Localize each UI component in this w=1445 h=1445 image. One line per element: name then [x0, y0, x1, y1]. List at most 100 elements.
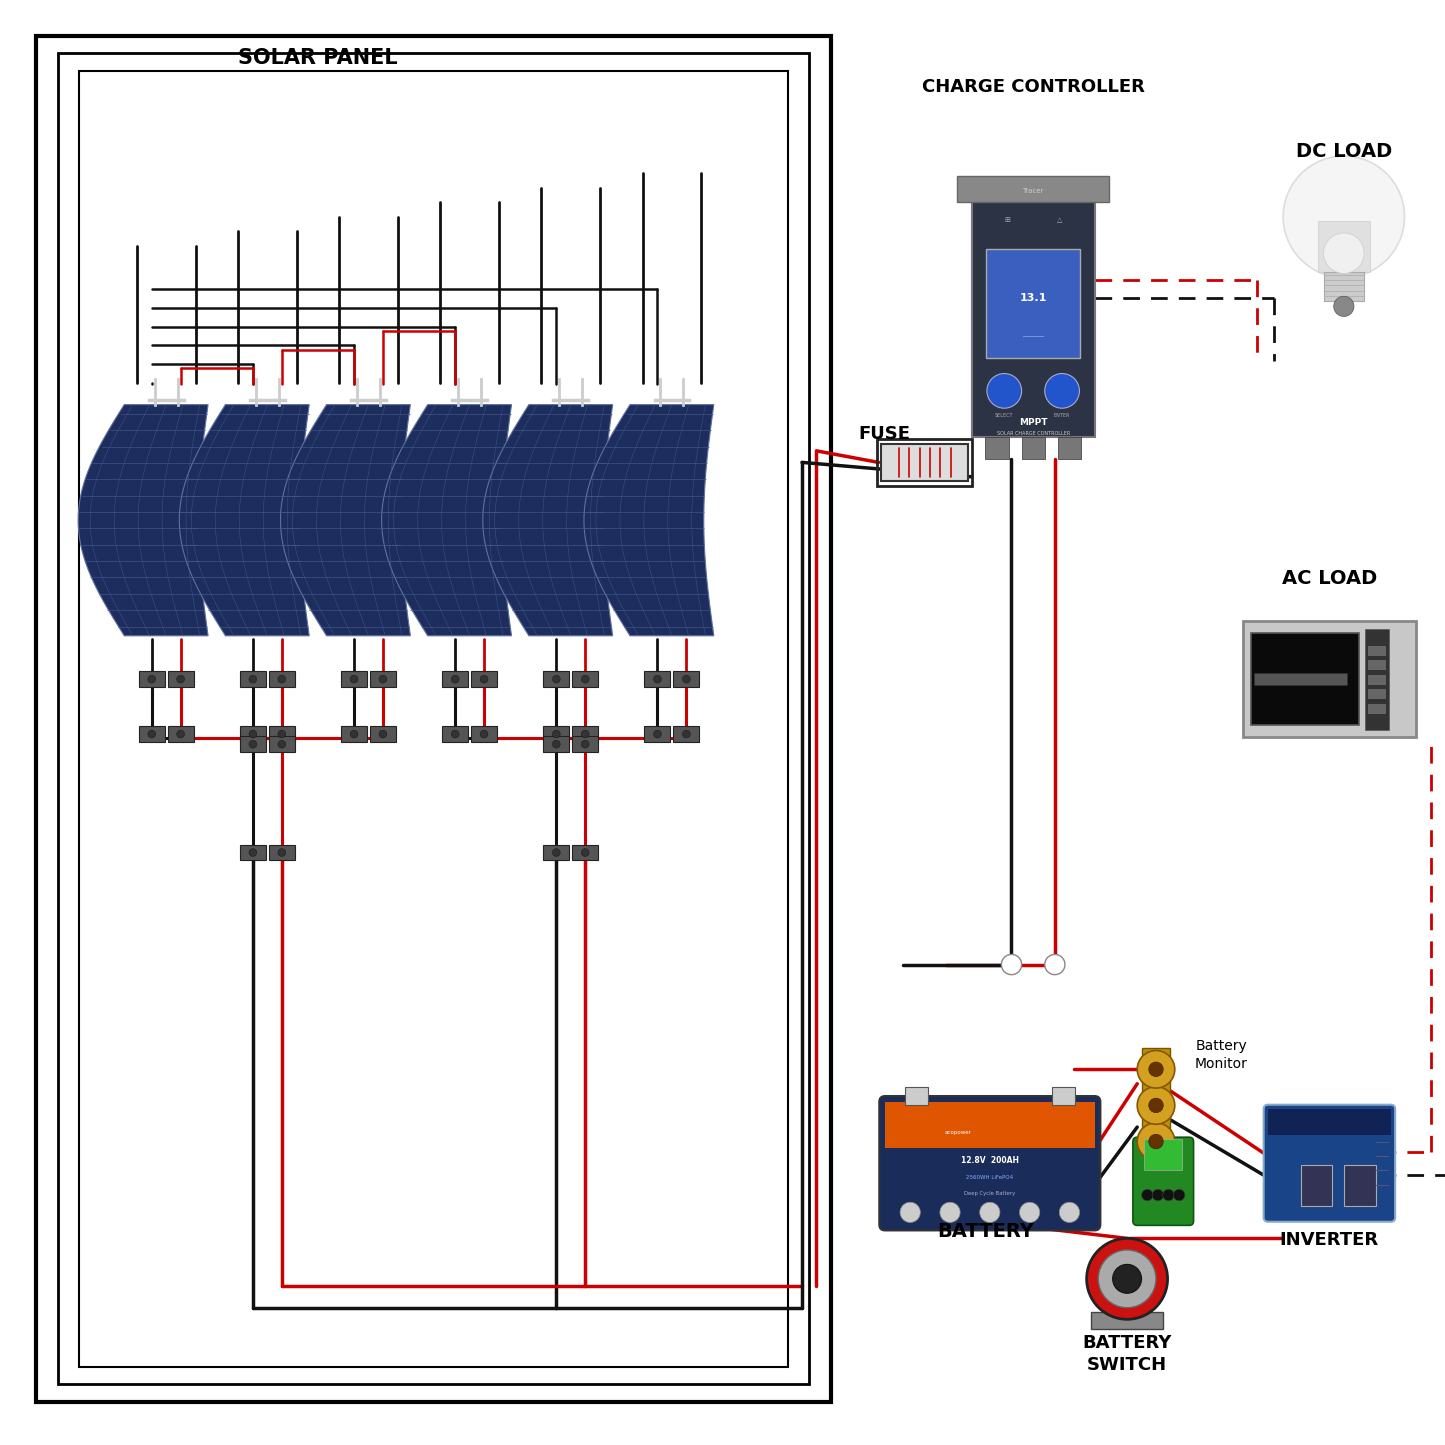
Circle shape [1149, 1062, 1163, 1077]
Text: SELECT: SELECT [996, 413, 1013, 418]
FancyBboxPatch shape [1133, 1137, 1194, 1225]
Circle shape [350, 730, 358, 738]
Bar [442, 727, 468, 741]
Bar [1022, 436, 1045, 460]
Circle shape [552, 740, 561, 749]
Bar [644, 727, 670, 741]
Bar [1364, 629, 1389, 730]
Bar [1058, 436, 1081, 460]
Circle shape [1113, 1264, 1142, 1293]
Polygon shape [584, 405, 714, 636]
Bar [1367, 704, 1386, 714]
Circle shape [1059, 1202, 1079, 1222]
Circle shape [581, 675, 590, 683]
Bar [985, 249, 1081, 357]
Circle shape [249, 675, 257, 683]
Bar [543, 672, 569, 686]
Circle shape [581, 848, 590, 857]
Circle shape [1149, 1134, 1163, 1149]
Bar [1324, 272, 1364, 301]
Circle shape [581, 740, 590, 749]
Bar [905, 1087, 928, 1105]
Circle shape [1173, 1189, 1185, 1201]
Bar [877, 439, 972, 486]
Bar [957, 175, 1110, 201]
Bar [168, 672, 194, 686]
Circle shape [249, 730, 257, 738]
Circle shape [379, 675, 387, 683]
Bar [1243, 621, 1416, 737]
Circle shape [581, 730, 590, 738]
Circle shape [987, 374, 1022, 407]
Circle shape [277, 675, 286, 683]
Text: BATTERY
SWITCH: BATTERY SWITCH [1082, 1334, 1172, 1374]
Bar [673, 727, 699, 741]
Text: 2560WH LiFePO4: 2560WH LiFePO4 [967, 1175, 1013, 1181]
Circle shape [147, 675, 156, 683]
Polygon shape [78, 405, 208, 636]
Text: MPPT: MPPT [1019, 418, 1048, 428]
Circle shape [1001, 954, 1022, 974]
Bar [471, 672, 497, 686]
Circle shape [176, 675, 185, 683]
Bar [1269, 1110, 1392, 1136]
Text: △: △ [1056, 217, 1062, 224]
Bar [269, 672, 295, 686]
FancyBboxPatch shape [1263, 1105, 1396, 1222]
Circle shape [1324, 233, 1364, 273]
Bar [269, 845, 295, 860]
Bar [673, 672, 699, 686]
Circle shape [1045, 374, 1079, 407]
Bar [442, 672, 468, 686]
Circle shape [1137, 1051, 1175, 1088]
Circle shape [379, 730, 387, 738]
Text: Battery
Monitor: Battery Monitor [1195, 1039, 1247, 1071]
Text: 12.8V  200AH: 12.8V 200AH [961, 1156, 1019, 1165]
Circle shape [900, 1202, 920, 1222]
Bar [341, 727, 367, 741]
Text: Deep Cycle Battery: Deep Cycle Battery [964, 1192, 1016, 1196]
Circle shape [176, 730, 185, 738]
Bar [881, 444, 968, 481]
Circle shape [480, 730, 488, 738]
Text: ―――: ――― [1023, 332, 1043, 340]
Bar [1367, 689, 1386, 699]
Circle shape [277, 848, 286, 857]
Bar [1251, 633, 1358, 725]
Bar [370, 727, 396, 741]
Bar [370, 672, 396, 686]
Polygon shape [280, 405, 410, 636]
Bar [572, 672, 598, 686]
Circle shape [980, 1202, 1000, 1222]
Circle shape [939, 1202, 959, 1222]
Bar [572, 737, 598, 751]
Bar [985, 436, 1009, 460]
Circle shape [1045, 954, 1065, 974]
Bar [269, 727, 295, 741]
Circle shape [1163, 1189, 1175, 1201]
Bar [471, 727, 497, 741]
Circle shape [1098, 1250, 1156, 1308]
Polygon shape [483, 405, 613, 636]
Bar [341, 672, 367, 686]
Bar [543, 845, 569, 860]
Circle shape [277, 740, 286, 749]
Bar [168, 727, 194, 741]
Circle shape [552, 848, 561, 857]
Bar [240, 672, 266, 686]
Bar [884, 1101, 1095, 1149]
Text: SOLAR PANEL: SOLAR PANEL [238, 48, 397, 68]
Text: acopower: acopower [945, 1130, 972, 1134]
Circle shape [480, 675, 488, 683]
Polygon shape [179, 405, 309, 636]
Circle shape [653, 675, 662, 683]
Bar [240, 737, 266, 751]
Circle shape [350, 675, 358, 683]
Text: DC LOAD: DC LOAD [1296, 142, 1392, 162]
Text: CHARGE CONTROLLER: CHARGE CONTROLLER [922, 78, 1144, 95]
Bar [36, 36, 831, 1402]
Bar [1142, 1048, 1170, 1163]
Bar [1344, 1165, 1376, 1205]
Text: INVERTER: INVERTER [1280, 1231, 1379, 1248]
Circle shape [653, 730, 662, 738]
